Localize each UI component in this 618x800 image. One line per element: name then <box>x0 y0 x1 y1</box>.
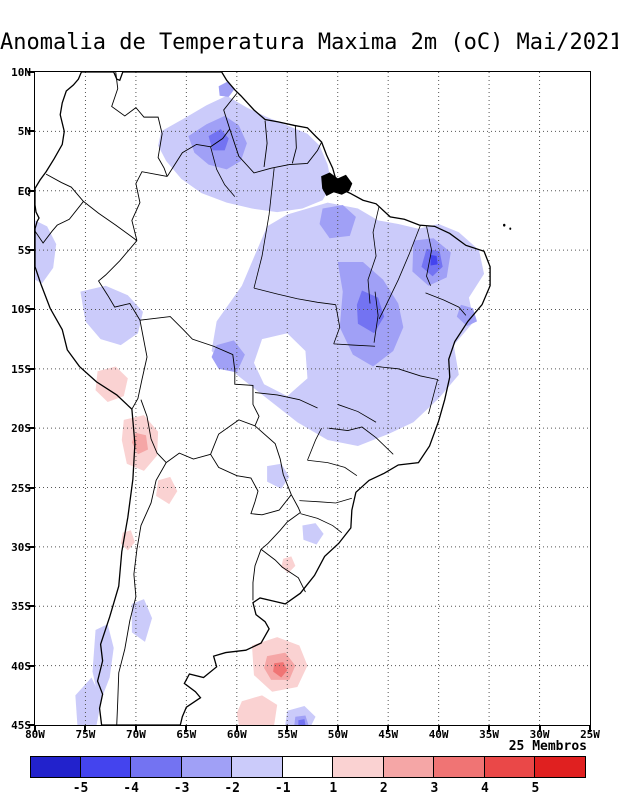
lon-tick-label: 75W <box>75 728 96 741</box>
lat-tick-label: EQ <box>17 184 31 198</box>
lon-tick-mark <box>34 726 36 732</box>
colorbar-segment <box>281 756 334 778</box>
map-outline-layer <box>35 72 512 725</box>
lon-tick-label: 50W <box>327 728 348 741</box>
lon-tick-label: 80W <box>25 728 45 741</box>
colorbar-segment <box>382 756 435 778</box>
lon-tick-label: 55W <box>277 728 298 741</box>
lon-tick-mark <box>84 726 87 732</box>
lon-tick-mark <box>286 726 289 732</box>
lon-tick-mark <box>336 726 339 732</box>
lon-tick-label: 30W <box>529 728 550 741</box>
lat-tick-mark <box>28 545 34 548</box>
lon-tick-label: 35W <box>479 728 500 741</box>
lat-tick-mark <box>28 130 34 133</box>
lat-tick-label: 10S <box>11 303 31 317</box>
lon-tick-mark <box>185 726 188 732</box>
lon-tick-mark <box>437 726 440 732</box>
lat-tick-label: 20S <box>11 422 31 436</box>
colorbar-tick-label: -5 <box>72 781 89 796</box>
lon-tick-label: 25W <box>580 728 600 741</box>
lon-tick-label: 45W <box>378 728 399 741</box>
colorbar-tick-label: 5 <box>531 781 540 796</box>
colorbar-segment <box>130 756 182 778</box>
lat-tick-label: 40S <box>11 659 31 673</box>
lat-tick-label: 25S <box>11 481 31 495</box>
colorbar-tick-label: -2 <box>224 781 240 796</box>
lat-tick-mark <box>28 367 34 370</box>
lat-tick-mark <box>28 724 34 726</box>
south-america-coastline <box>35 72 490 725</box>
lat-tick-mark <box>28 189 34 192</box>
amazon-estuary <box>322 173 352 196</box>
lat-tick-label: 5S <box>17 244 31 258</box>
colorbar-segment <box>534 756 586 778</box>
state-borders <box>211 147 466 533</box>
oceanic-island-dot <box>509 227 512 230</box>
colorbar-tick-label: 3 <box>430 781 439 796</box>
lat-tick-label: 10N <box>11 66 31 79</box>
chart-title: Anomalia de Temperatura Maxima 2m (oC) M… <box>0 30 618 55</box>
lon-tick-mark <box>589 726 591 732</box>
lat-tick-label: 35S <box>11 600 31 614</box>
map-plot-area <box>34 71 591 726</box>
lat-tick-mark <box>28 71 34 73</box>
colorbar-tick-label: 1 <box>329 781 338 796</box>
lon-tick-label: 65W <box>176 728 197 741</box>
colorbar-segment <box>30 756 81 778</box>
ensemble-members-label: 25 Membros <box>508 739 587 754</box>
lon-tick-mark <box>488 726 491 732</box>
colorbar-legend: -5 -4 -3 -2 -1 1 2 3 4 5 <box>30 756 586 796</box>
lon-tick-mark <box>235 726 238 732</box>
colorbar-tick-label: 2 <box>379 781 388 796</box>
country-borders <box>35 72 322 725</box>
colorbar-tick-label: -3 <box>173 781 190 796</box>
lat-tick-mark <box>28 249 34 252</box>
lat-tick-label: 30S <box>11 540 31 554</box>
lat-tick-label: 45S <box>11 719 31 732</box>
lat-tick-mark <box>28 427 34 430</box>
colorbar-tick-label: -1 <box>274 781 291 796</box>
anomaly-shading-layer <box>35 81 485 725</box>
colorbar-segment <box>332 756 384 778</box>
colorbar-segment <box>180 756 233 778</box>
colorbar-segment <box>433 756 485 778</box>
colorbar-segment <box>483 756 536 778</box>
lon-tick-label: 60W <box>226 728 247 741</box>
lon-tick-label: 70W <box>125 728 146 741</box>
colorbar-tick-label: -4 <box>123 781 139 796</box>
colorbar-segment <box>79 756 132 778</box>
lon-tick-mark <box>134 726 137 732</box>
lat-tick-mark <box>28 605 34 608</box>
lat-tick-label: 5N <box>17 125 31 139</box>
lon-tick-mark <box>538 726 541 732</box>
lon-tick-mark <box>387 726 390 732</box>
oceanic-island-dot <box>503 223 506 227</box>
colorbar-tick-label: 4 <box>480 781 489 796</box>
lat-tick-mark <box>28 308 34 311</box>
lon-tick-label: 40W <box>428 728 449 741</box>
colorbar-segment <box>231 756 283 778</box>
lat-tick-mark <box>28 664 34 667</box>
lat-tick-mark <box>28 486 34 489</box>
lat-tick-label: 15S <box>11 362 31 376</box>
